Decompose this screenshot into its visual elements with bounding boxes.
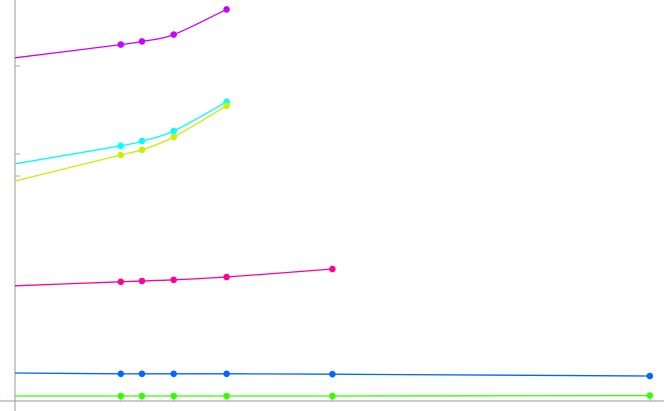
data-point-2 [223,102,230,110]
data-point-2 [117,151,125,159]
data-point-1 [117,142,125,150]
data-point-3 [223,273,230,281]
data-point-4 [646,372,654,380]
series-line-0 [14,8,227,59]
data-point-5 [117,392,125,400]
data-point-5 [329,392,336,400]
data-point-3 [170,276,177,284]
data-point-5 [646,392,654,399]
data-point-2 [138,146,146,154]
data-point-5 [223,392,230,400]
data-point-0 [170,31,177,38]
data-point-4 [138,370,146,378]
data-point-0 [117,41,125,48]
data-point-1 [170,127,177,135]
data-point-3 [329,265,336,273]
data-point-3 [138,277,146,285]
data-point-5 [170,392,177,400]
data-point-4 [329,370,336,378]
data-point-4 [223,370,230,378]
data-point-2 [170,133,177,141]
series-line-3 [14,268,333,287]
data-point-0 [138,38,146,45]
data-point-1 [138,137,146,145]
data-point-4 [117,370,125,378]
data-point-4 [170,370,177,378]
data-point-0 [223,6,230,13]
data-point-5 [138,392,146,400]
data-point-3 [117,278,125,286]
